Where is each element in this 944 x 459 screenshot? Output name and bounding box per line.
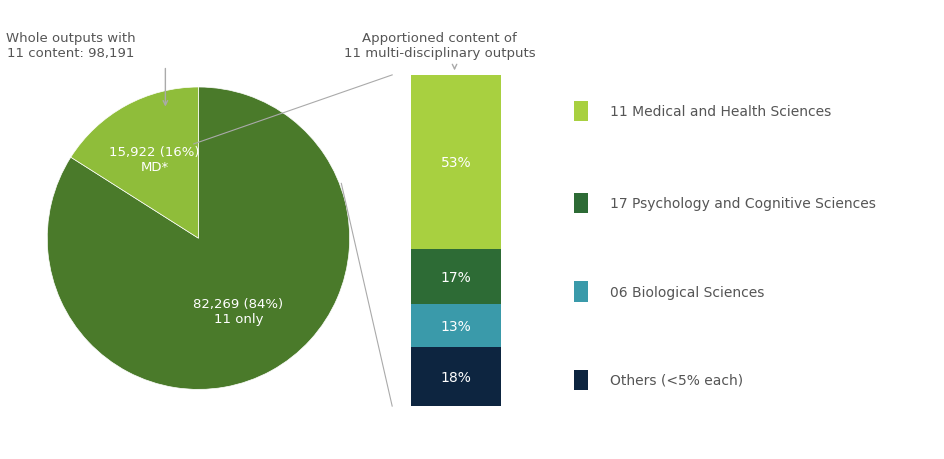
Wedge shape (47, 88, 349, 390)
Bar (574, 370, 587, 390)
Text: 11 Medical and Health Sciences: 11 Medical and Health Sciences (610, 105, 831, 119)
Text: 17 Psychology and Cognitive Sciences: 17 Psychology and Cognitive Sciences (610, 197, 875, 211)
Text: Whole outputs with
11 content: 98,191: Whole outputs with 11 content: 98,191 (6, 32, 136, 60)
Bar (411, 249, 500, 305)
Text: 06 Biological Sciences: 06 Biological Sciences (610, 285, 764, 299)
Text: Apportioned content of
11 multi-disciplinary outputs: Apportioned content of 11 multi-discipli… (344, 32, 534, 60)
Text: 82,269 (84%)
11 only: 82,269 (84%) 11 only (194, 297, 283, 325)
Text: 15,922 (16%)
MD*: 15,922 (16%) MD* (110, 146, 200, 174)
Text: 18%: 18% (440, 370, 471, 384)
Wedge shape (71, 88, 198, 239)
Text: 13%: 13% (440, 319, 471, 333)
Bar (574, 102, 587, 122)
Bar (574, 282, 587, 302)
Bar (411, 305, 500, 347)
Text: 53%: 53% (440, 156, 471, 169)
Text: Others (<5% each): Others (<5% each) (610, 373, 742, 387)
Bar (411, 347, 500, 406)
Bar (411, 76, 500, 249)
Text: 17%: 17% (440, 270, 471, 284)
Bar (574, 194, 587, 214)
